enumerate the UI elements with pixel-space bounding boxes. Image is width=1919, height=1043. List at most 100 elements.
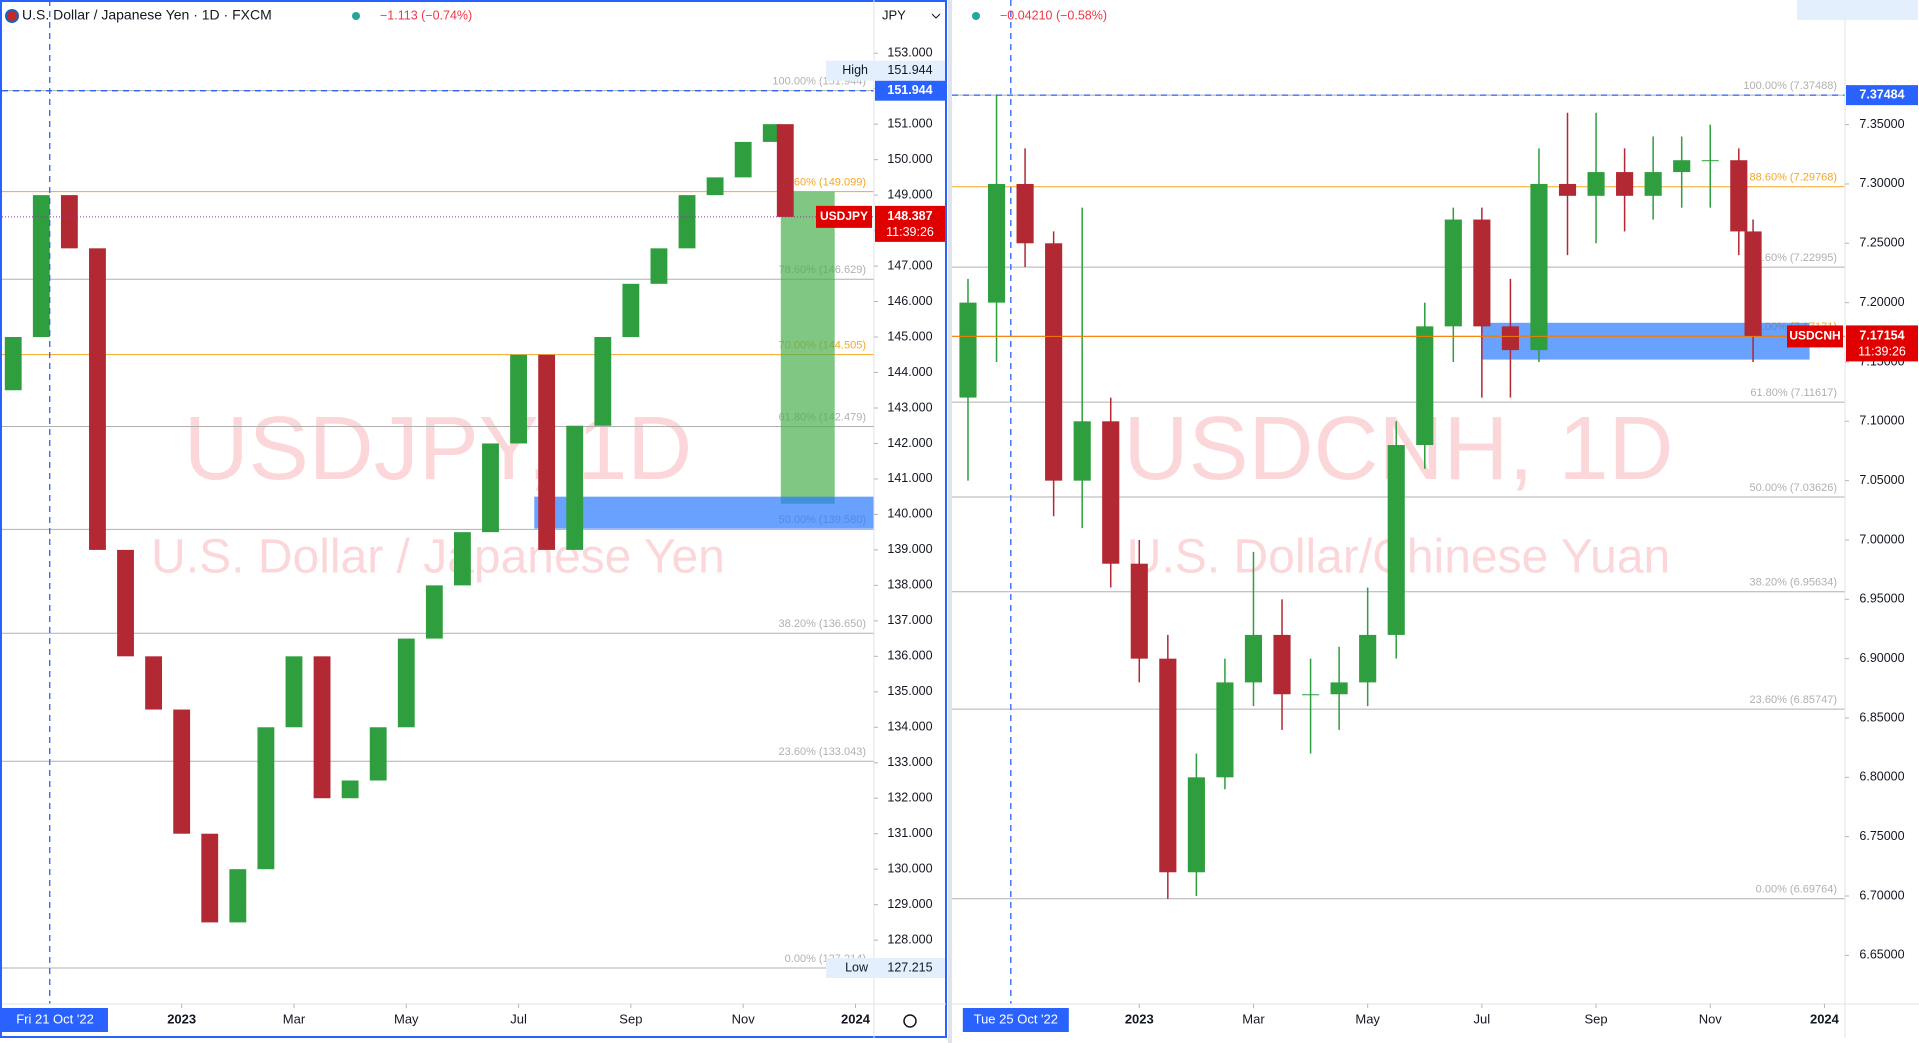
crosshair-time-label: Fri 21 Oct '22 [16, 1011, 94, 1026]
y-tick-label: 137.000 [887, 613, 932, 627]
status-dot [352, 12, 360, 20]
candle-body [201, 833, 219, 923]
y-tick-label: 142.000 [887, 436, 932, 450]
fib-label: 23.60% (133.043) [779, 746, 866, 758]
y-tick-label: 7.20000 [1859, 295, 1904, 309]
y-tick-label: 6.85000 [1859, 710, 1904, 724]
fib-label: 88.60% (7.29768) [1750, 172, 1837, 184]
last-price-label: 148.387 [887, 209, 932, 223]
low-box [826, 957, 945, 978]
y-tick-label: 7.35000 [1859, 117, 1904, 131]
candle-body [1330, 682, 1348, 695]
settings-icon[interactable] [903, 1014, 917, 1028]
candle-body [145, 656, 163, 710]
candle-body [1216, 682, 1234, 778]
x-tick-label: Mar [1242, 1011, 1265, 1026]
crosshair-price-box [875, 80, 945, 101]
y-tick-label: 140.000 [887, 507, 932, 521]
candle-body [89, 248, 106, 550]
y-tick-label: 130.000 [887, 861, 932, 875]
candle-body [229, 869, 247, 923]
y-tick-label: 131.000 [887, 826, 932, 840]
crosshair-time-label: Tue 25 Oct '22 [974, 1011, 1058, 1026]
y-tick-label: 136.000 [887, 649, 932, 663]
candle-body [173, 709, 191, 834]
y-tick-label: 150.000 [887, 152, 932, 166]
countdown-label: 11:39:26 [886, 225, 934, 239]
candle-body [1501, 326, 1519, 351]
x-tick-label: May [1355, 1011, 1380, 1026]
last-price-box [1846, 325, 1918, 362]
crosshair-time-box [2, 1008, 108, 1032]
countdown-label: 11:39:26 [1858, 345, 1906, 359]
fib-label: 61.80% (7.11617) [1750, 387, 1837, 399]
currency-selector[interactable]: JPY [882, 7, 906, 22]
y-tick-label: 7.00000 [1859, 532, 1904, 546]
x-tick-label: Jul [1474, 1011, 1491, 1026]
candle-body [1187, 777, 1205, 873]
symbol-tag-label: USDJPY [820, 209, 868, 223]
y-tick-label: 7.25000 [1859, 236, 1904, 250]
candle-body [678, 195, 696, 249]
fib-label: 23.60% (6.85747) [1750, 694, 1837, 706]
fib-label: 38.20% (6.95634) [1750, 577, 1837, 589]
y-tick-label: 128.000 [887, 932, 932, 946]
candle-body [1701, 160, 1719, 162]
y-tick-label: 143.000 [887, 400, 932, 414]
high-box [826, 60, 945, 81]
x-tick-label: Nov [732, 1011, 756, 1026]
y-tick-label: 6.95000 [1859, 592, 1904, 606]
change-label: −0.04210 (−0.58%) [1000, 8, 1107, 22]
flag-icon [5, 9, 19, 23]
candle-body [1616, 172, 1634, 196]
candle-body [1444, 219, 1462, 327]
candle-body [1730, 160, 1748, 232]
y-tick-label: 7.10000 [1859, 414, 1904, 428]
candle-body [1073, 421, 1091, 481]
candle-body [257, 727, 275, 870]
crosshair-price-label: 7.37484 [1859, 87, 1904, 101]
low-label: Low [845, 960, 869, 974]
y-tick-label: 149.000 [887, 187, 932, 201]
change-label: −1.113 (−0.74%) [380, 8, 472, 22]
y-tick-label: 6.70000 [1859, 888, 1904, 902]
panel-separator [948, 0, 952, 1043]
x-tick-label: Nov [1699, 1011, 1723, 1026]
x-tick-label: 2024 [841, 1011, 871, 1026]
y-tick-label: 139.000 [887, 542, 932, 556]
candle-body [1016, 183, 1034, 244]
y-tick-label: 7.30000 [1859, 176, 1904, 190]
high-label: High [842, 63, 868, 77]
candle-body [32, 195, 50, 338]
symbol-title[interactable]: U.S. Dollar / Japanese Yen · 1D · FXCM [22, 7, 272, 23]
candle-body [1159, 658, 1177, 873]
candle-body [1473, 219, 1491, 327]
x-tick-label: Mar [283, 1011, 306, 1026]
candle-body [1045, 243, 1063, 481]
y-tick-label: 153.000 [887, 46, 932, 60]
symbol-tag-label: USDCNH [1789, 329, 1840, 343]
y-tick-label: 145.000 [887, 329, 932, 343]
candle-body [1302, 694, 1320, 696]
fib-label: 100.00% (7.37488) [1743, 80, 1837, 92]
low-box [1797, 0, 1918, 20]
y-tick-label: 129.000 [887, 897, 932, 911]
candle-body [1744, 231, 1762, 337]
low-value: 127.215 [887, 960, 932, 974]
x-tick-label: 2023 [1125, 1011, 1154, 1026]
active-panel-border [0, 0, 947, 1038]
last-price-label: 7.17154 [1859, 329, 1904, 343]
fib-label: 88.60% (149.099) [779, 177, 866, 189]
y-tick-label: 6.80000 [1859, 770, 1904, 784]
x-tick-label: Sep [619, 1011, 642, 1026]
x-tick-label: May [394, 1011, 419, 1026]
candle-body [454, 532, 471, 586]
candle-body [959, 302, 977, 398]
candle-body [987, 183, 1006, 303]
high-value: 151.944 [887, 63, 932, 77]
candle-body [1102, 421, 1120, 564]
crosshair-price-label: 151.944 [887, 83, 932, 97]
dropdown-chevron [931, 13, 941, 19]
y-tick-label: 6.75000 [1859, 829, 1904, 843]
candle-body [397, 638, 415, 728]
